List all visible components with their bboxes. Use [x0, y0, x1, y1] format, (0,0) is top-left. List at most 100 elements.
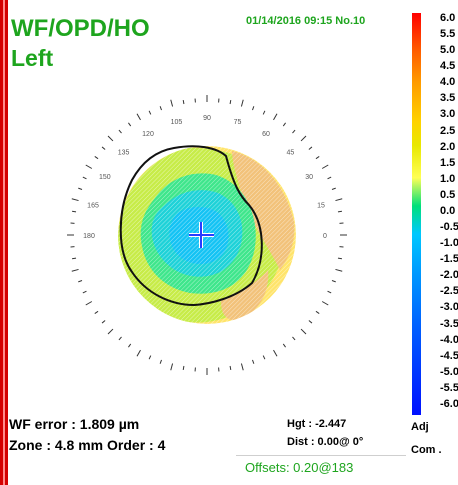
- axis-tick: [300, 135, 307, 142]
- axis-tick: [85, 301, 93, 306]
- axis-tick: [335, 268, 343, 272]
- axis-label: 135: [118, 150, 130, 157]
- axis-tick: [182, 99, 185, 105]
- map-title: WF/OPD/HO: [11, 15, 150, 42]
- axis-tick: [71, 198, 79, 202]
- axis-tick: [252, 359, 255, 364]
- scale-label: 4.0: [440, 76, 456, 89]
- axis-tick: [331, 187, 336, 190]
- axis-tick: [327, 176, 332, 180]
- scale-label: -2.5: [440, 285, 458, 298]
- axis-tick: [337, 257, 343, 260]
- axis-tick: [308, 146, 313, 150]
- scale-label: 2.0: [440, 140, 456, 153]
- scale-label: -2.0: [440, 269, 458, 282]
- axis-tick: [94, 310, 99, 314]
- axis-tick: [118, 129, 122, 134]
- axis-label: 120: [142, 131, 154, 138]
- axis-tick: [335, 198, 343, 202]
- axis-tick: [101, 320, 106, 324]
- axis-tick: [315, 310, 320, 314]
- axis-tick: [182, 365, 185, 371]
- axis-tick: [282, 343, 286, 348]
- scale-label: 3.5: [440, 92, 456, 105]
- scale-label: 2.5: [440, 124, 456, 137]
- axis-tick: [136, 113, 141, 121]
- scale-label: -0.5: [440, 221, 458, 234]
- axis-label: 105: [171, 119, 183, 126]
- eye-side-label: Left: [11, 45, 54, 71]
- axis-tick: [170, 99, 174, 107]
- axis-tick: [327, 290, 332, 294]
- axis-tick: [107, 328, 114, 335]
- axis-tick: [85, 164, 93, 169]
- scale-label: -5.5: [440, 381, 458, 394]
- divider: [236, 455, 406, 456]
- com-label[interactable]: Com .: [411, 444, 442, 456]
- height-readout: Hgt : -2.447: [287, 418, 347, 430]
- scale-label: -3.0: [440, 301, 458, 314]
- scale-label: -6.0: [440, 397, 458, 410]
- axis-tick: [78, 280, 83, 283]
- axis-label: 150: [99, 174, 111, 181]
- axis-label: 180: [83, 233, 95, 240]
- axis-tick: [148, 355, 152, 360]
- axis-label: 90: [203, 115, 211, 122]
- axis-tick: [282, 122, 286, 127]
- color-scale-bar: [412, 13, 421, 415]
- axis-tick: [292, 336, 296, 341]
- scale-label: -3.5: [440, 317, 458, 330]
- axis-tick: [240, 99, 244, 107]
- axis-tick: [262, 110, 266, 115]
- axis-tick: [315, 156, 320, 160]
- axis-tick: [273, 349, 278, 357]
- axis-label: 15: [317, 202, 325, 209]
- axis-label: 165: [87, 202, 99, 209]
- scale-label: 4.5: [440, 60, 456, 73]
- axis-tick: [229, 365, 232, 371]
- axis-tick: [148, 110, 152, 115]
- adj-label[interactable]: Adj: [411, 421, 429, 433]
- scale-label: -1.5: [440, 253, 458, 266]
- axis-label: 45: [287, 150, 295, 157]
- left-border: [0, 0, 8, 485]
- zone-order-readout: Zone : 4.8 mm Order : 4: [9, 437, 166, 453]
- axis-tick: [308, 320, 313, 324]
- axis-tick: [159, 106, 162, 111]
- crosshair: [189, 222, 214, 248]
- scale-label: -4.0: [440, 333, 458, 346]
- axis-tick: [331, 280, 336, 283]
- axis-tick: [82, 290, 87, 294]
- axis-tick: [71, 210, 77, 213]
- axis-tick: [240, 363, 244, 371]
- scale-label: 6.0: [440, 12, 456, 24]
- axis-tick: [82, 176, 87, 180]
- axis-tick: [107, 135, 114, 142]
- axis-label: 30: [305, 174, 313, 181]
- scale-label: 1.0: [440, 172, 456, 185]
- axis-tick: [170, 363, 174, 371]
- distance-readout: Dist : 0.00@ 0°: [287, 436, 364, 448]
- axis-tick: [262, 355, 266, 360]
- axis-tick: [159, 359, 162, 364]
- axis-label: 60: [262, 131, 270, 138]
- axis-tick: [252, 106, 255, 111]
- axis-label: 0: [323, 233, 327, 240]
- axis-tick: [136, 349, 141, 357]
- axis-tick: [321, 301, 329, 306]
- axis-tick: [300, 328, 307, 335]
- axis-tick: [71, 257, 77, 260]
- wf-error-readout: WF error : 1.809 µm: [9, 416, 140, 432]
- axis-label: 75: [234, 119, 242, 126]
- axis-tick: [337, 210, 343, 213]
- offsets-readout: Offsets: 0.20@183: [245, 460, 354, 475]
- axis-tick: [273, 113, 278, 121]
- zone-outline: [119, 145, 263, 307]
- axis-tick: [101, 146, 106, 150]
- scale-label: 5.0: [440, 44, 456, 57]
- scale-label: 3.0: [440, 108, 456, 121]
- scale-label: 5.5: [440, 28, 456, 41]
- axis-tick: [71, 268, 79, 272]
- scale-label: -4.5: [440, 349, 458, 362]
